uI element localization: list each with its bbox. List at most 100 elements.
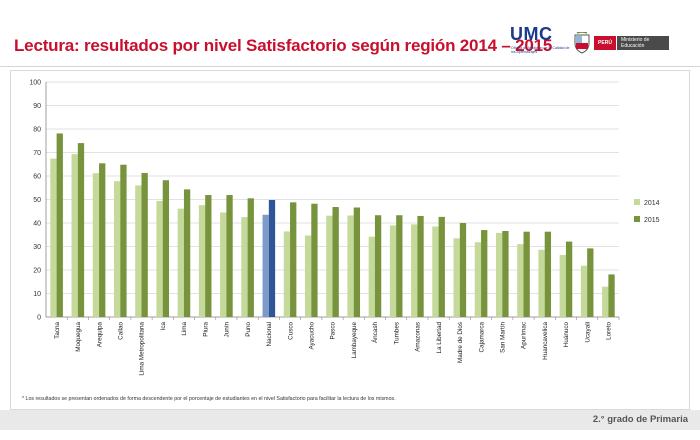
- bar-2014: [580, 265, 588, 317]
- y-tick-label: 100: [29, 80, 41, 87]
- y-tick-label: 80: [33, 127, 41, 134]
- bar-2014: [304, 235, 312, 317]
- y-tick-label: 30: [33, 244, 41, 251]
- chart-panel: 0 10 20 30 40 50 60 70 80 90 100 Tacna Moquegua Arequ…: [10, 70, 690, 410]
- bar-2015: [353, 207, 361, 317]
- category-label: Loreto: [606, 322, 613, 340]
- bar-2014: [283, 231, 291, 317]
- category-label: Junín: [224, 322, 231, 338]
- legend-swatch-2014: [634, 199, 640, 205]
- bar-2015: [459, 223, 467, 317]
- category-label: Arequipa: [96, 322, 103, 348]
- bar-2014: [602, 286, 609, 317]
- category-label: Moquegua: [75, 322, 82, 352]
- bar-chart: 0 10 20 30 40 50 60 70 80 90 100 Tacna Moquegua Arequ…: [29, 80, 660, 376]
- category-label: Callao: [117, 322, 124, 340]
- category-label: Ica: [160, 322, 167, 331]
- bar-2014: [474, 242, 482, 317]
- footer-bar: 2.° grado de Primaria: [0, 410, 700, 430]
- category-label: La Libertad: [436, 322, 443, 354]
- y-tick-label: 10: [33, 291, 41, 298]
- peru-badge: PERÚ: [594, 36, 616, 50]
- bar-2015: [183, 189, 191, 317]
- category-label: Ucayali: [584, 322, 591, 343]
- grade-label: 2.° grado de Primaria: [592, 414, 688, 425]
- bar-2014: [538, 249, 545, 317]
- umc-logo: UMC Oficina de Medición de la Calidad de…: [510, 24, 572, 64]
- page-title: Lectura: resultados por nivel Satisfacto…: [14, 36, 553, 55]
- y-tick-label: 90: [33, 103, 41, 110]
- bar-2015: [99, 163, 106, 317]
- umc-logo-subtitle: Oficina de Medición de la Calidad de los…: [511, 46, 570, 55]
- category-label: Puno: [245, 322, 252, 337]
- bar-2014: [389, 225, 397, 317]
- category-label: San Martín: [499, 322, 506, 353]
- category-label: Lima Metropolitana: [139, 322, 146, 376]
- category-label: Huánuco: [563, 322, 570, 348]
- bar-2015: [587, 248, 594, 317]
- bar-2014: [156, 200, 163, 317]
- category-label: Amazonas: [415, 322, 422, 352]
- category-label: Nacional: [266, 322, 273, 347]
- bar-2014: [92, 173, 100, 317]
- bar-2015: [608, 274, 615, 317]
- bar-2015: [502, 230, 509, 317]
- category-label: Cajamarca: [478, 322, 485, 353]
- category-label: Tumbes: [393, 322, 400, 345]
- header-divider: [0, 66, 700, 67]
- bar-2015: [56, 133, 63, 317]
- bar-2014: [453, 238, 460, 317]
- bar-2015: [544, 231, 552, 317]
- category-label: Tacna: [54, 322, 61, 339]
- y-tick-label: 40: [33, 221, 41, 228]
- bar-2014: [198, 205, 206, 317]
- category-label: Piura: [202, 322, 209, 337]
- bar-2014: [559, 254, 566, 317]
- legend-label-2015: 2015: [644, 217, 660, 224]
- bar-2014: [220, 212, 227, 317]
- category-label: Ayacucho: [308, 322, 315, 350]
- bar-2015: [523, 231, 530, 317]
- bar-2015: [396, 215, 403, 317]
- bar-2014: [241, 217, 248, 317]
- footnote: * Los resultados se presentan ordenados …: [22, 396, 396, 402]
- header: Lectura: resultados por nivel Satisfacto…: [0, 0, 700, 66]
- bar-2015: [120, 164, 127, 317]
- ministry-badge: Ministerio de Educación: [617, 36, 669, 50]
- category-label: Huancavelica: [542, 322, 549, 360]
- y-tick-label: 70: [33, 150, 41, 157]
- bar-2015: [141, 172, 148, 317]
- coat-of-arms-icon: [574, 32, 590, 54]
- bar-2015: [162, 180, 170, 317]
- category-label: Lambayeque: [351, 322, 358, 359]
- bar-2014: [326, 215, 333, 317]
- y-tick-label: 0: [37, 315, 41, 322]
- bar-2014: [432, 226, 439, 317]
- category-label: Cusco: [287, 322, 294, 340]
- bar-2014: [113, 181, 121, 317]
- bar-2014: [517, 244, 524, 317]
- bar-2014: [50, 158, 57, 317]
- category-label: Áncash: [370, 322, 379, 344]
- bar-2015: [205, 195, 212, 317]
- bar-2014: [177, 208, 184, 317]
- category-label: Madre de Dios: [457, 322, 464, 363]
- bar-2014: [495, 232, 503, 317]
- bar-2014: [368, 236, 375, 317]
- y-tick-label: 20: [33, 268, 41, 275]
- bar-2015: [481, 230, 488, 317]
- bar-2015: [290, 202, 297, 317]
- bar-2015: [332, 207, 339, 317]
- bar-2015: [565, 241, 573, 317]
- bar-2014: [347, 215, 354, 317]
- y-tick-label: 50: [33, 197, 41, 204]
- bar-2015: [311, 203, 318, 317]
- bar-2015: [77, 143, 85, 317]
- bar-2015: [417, 215, 424, 317]
- category-label: Apurímac: [521, 322, 528, 349]
- bar-2015: [247, 198, 254, 317]
- bar-2015: [438, 216, 445, 317]
- legend-swatch-2015: [634, 216, 640, 222]
- bar-2015: [374, 215, 382, 317]
- category-label: Lima: [181, 322, 188, 336]
